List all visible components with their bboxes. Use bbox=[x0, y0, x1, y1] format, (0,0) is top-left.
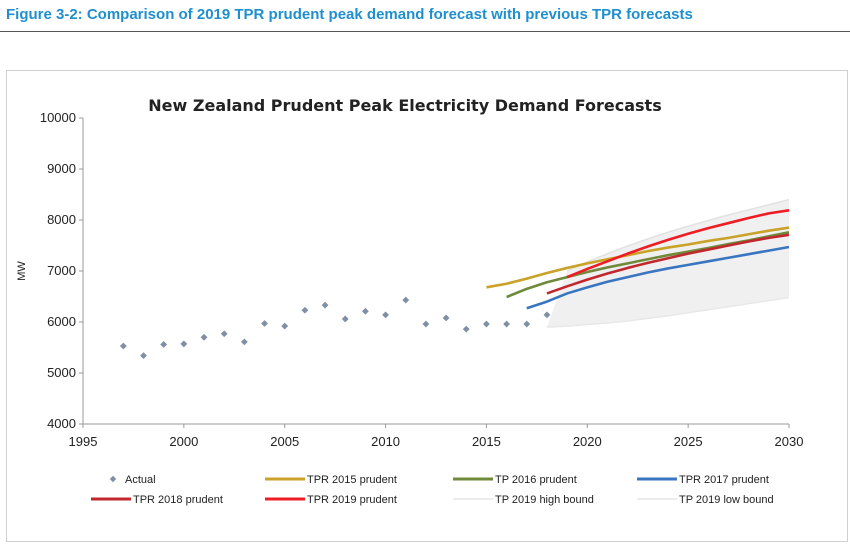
tp2019-low-bound-line bbox=[546, 296, 790, 328]
tp2019-high-bound-line bbox=[566, 198, 790, 272]
x-tick-label: 2020 bbox=[573, 434, 602, 449]
actual-data-point bbox=[119, 342, 127, 350]
x-tick-label: 1995 bbox=[69, 434, 98, 449]
actual-data-point bbox=[543, 311, 551, 319]
actual-data-point bbox=[462, 325, 470, 333]
demand-forecast-chart: New Zealand Prudent Peak Electricity Dem… bbox=[16, 96, 804, 506]
y-tick-label: 7000 bbox=[47, 263, 76, 278]
x-tick-label: 2030 bbox=[775, 434, 804, 449]
actual-data-point bbox=[301, 306, 309, 314]
y-tick-label: 4000 bbox=[47, 416, 76, 431]
legend-label: TPR 2019 prudent bbox=[307, 494, 397, 506]
chart-frame: New Zealand Prudent Peak Electricity Dem… bbox=[6, 70, 848, 542]
forecast-uncertainty-band bbox=[546, 199, 789, 328]
actual-data-point bbox=[180, 340, 188, 348]
actual-data-point bbox=[240, 338, 248, 346]
actual-data-point bbox=[362, 307, 369, 315]
y-tick-label: 10000 bbox=[40, 110, 76, 125]
legend-label: TPR 2018 prudent bbox=[133, 494, 223, 506]
actual-data-point bbox=[341, 315, 349, 323]
tpr2015-prudent-line bbox=[486, 226, 790, 289]
legend-label: TP 2016 prudent bbox=[495, 474, 577, 486]
x-tick-label: 2025 bbox=[674, 434, 703, 449]
legend-label: Actual bbox=[125, 474, 156, 486]
actual-data-point bbox=[140, 352, 147, 360]
actual-data-point bbox=[160, 341, 168, 348]
legend-label: TPR 2015 prudent bbox=[307, 474, 397, 486]
actual-data-point bbox=[382, 311, 389, 319]
actual-data-point bbox=[281, 322, 289, 330]
actual-data-point bbox=[220, 330, 228, 338]
legend-label: TPR 2017 prudent bbox=[679, 474, 769, 486]
y-tick-label: 5000 bbox=[47, 365, 76, 380]
caption-divider bbox=[0, 31, 850, 32]
chart-title: New Zealand Prudent Peak Electricity Dem… bbox=[148, 96, 661, 115]
tpr2018-prudent-line bbox=[546, 233, 790, 295]
tpr2019-prudent-line bbox=[566, 209, 790, 279]
actual-data-point bbox=[422, 320, 430, 328]
actual-data-point bbox=[523, 320, 531, 328]
y-tick-label: 8000 bbox=[47, 212, 76, 227]
actual-data-point bbox=[261, 320, 268, 327]
x-tick-label: 2015 bbox=[472, 434, 501, 449]
actual-data-point bbox=[483, 320, 490, 328]
y-axis-label: MW bbox=[16, 261, 28, 281]
tpr2017-prudent-line bbox=[526, 245, 790, 310]
actual-data-point bbox=[200, 333, 208, 341]
actual-data-point bbox=[442, 314, 450, 322]
actual-data-point bbox=[402, 296, 410, 304]
y-tick-label: 9000 bbox=[47, 161, 76, 176]
x-tick-label: 2010 bbox=[371, 434, 400, 449]
legend-label: TP 2019 high bound bbox=[495, 494, 594, 506]
figure-caption: Figure 3-2: Comparison of 2019 TPR prude… bbox=[6, 6, 693, 23]
y-tick-label: 6000 bbox=[47, 314, 76, 329]
actual-data-point bbox=[503, 320, 510, 328]
legend-label: TP 2019 low bound bbox=[679, 494, 774, 506]
x-tick-label: 2005 bbox=[270, 434, 299, 449]
x-tick-label: 2000 bbox=[169, 434, 198, 449]
actual-data-point bbox=[321, 301, 329, 309]
legend-marker-actual bbox=[109, 475, 117, 483]
